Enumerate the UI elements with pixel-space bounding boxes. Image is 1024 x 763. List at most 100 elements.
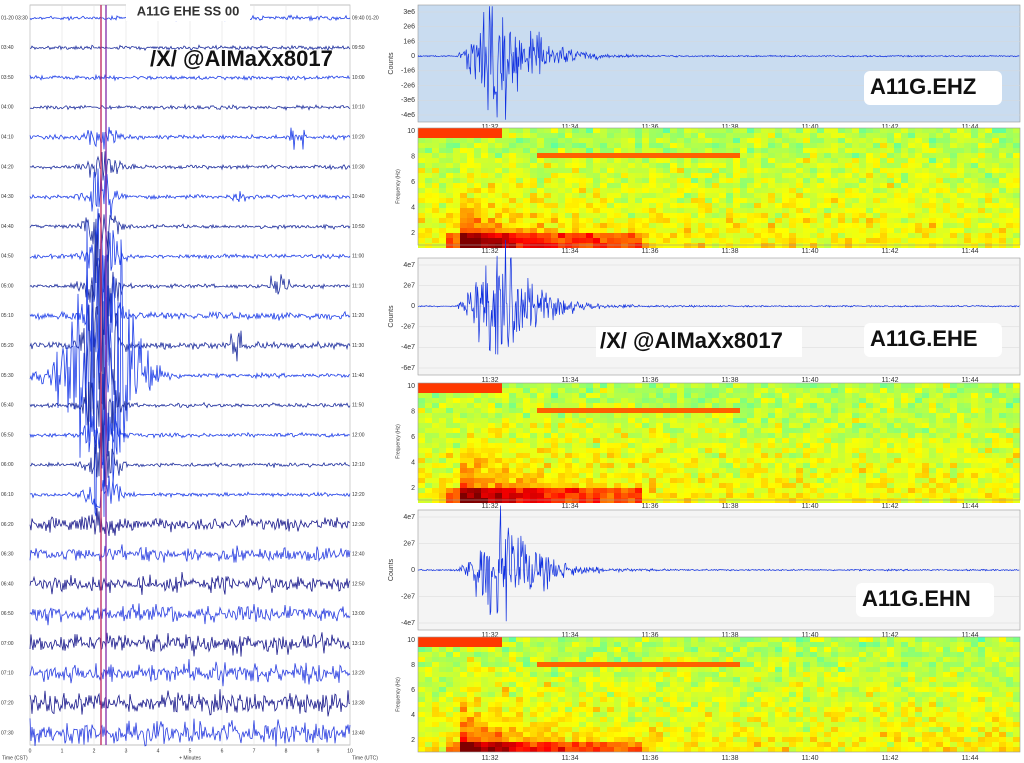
spectrogram-cell [621, 473, 628, 478]
spectrogram-cell [1006, 208, 1013, 213]
x-tick-label: 8 [285, 748, 288, 754]
spectrogram-cell [971, 243, 978, 248]
spectrogram-cell [691, 493, 698, 498]
spectrogram-cell [481, 403, 488, 408]
spectrogram-cell [971, 642, 978, 647]
spectrogram-cell [845, 652, 852, 657]
spectrogram-cell [978, 438, 985, 443]
spectrogram-cell [516, 208, 523, 213]
spectrogram-cell [453, 243, 460, 248]
spectrogram-cell [936, 203, 943, 208]
spectrogram-cell [495, 183, 502, 188]
spectrogram-cell [670, 238, 677, 243]
spectrogram-cell [733, 223, 740, 228]
spectrogram-cell [978, 458, 985, 463]
spectrogram-cell [474, 218, 481, 223]
spectrogram-cell [775, 667, 782, 672]
trace [29, 151, 351, 191]
spectrogram-cell [572, 393, 579, 398]
spectrogram-cell [663, 243, 670, 248]
spectrogram-cell [516, 488, 523, 493]
spectrogram-cell [957, 667, 964, 672]
spectrogram-cell [432, 173, 439, 178]
spectrogram-cell [894, 403, 901, 408]
spectrogram-cell [817, 493, 824, 498]
spectrogram-cell [488, 637, 495, 642]
spectrogram-cell [656, 158, 663, 163]
spectrogram-cell [467, 203, 474, 208]
spectrogram-cell [649, 128, 656, 133]
spectrogram-cell [747, 178, 754, 183]
spectrogram-cell [663, 218, 670, 223]
spectrogram-cell [873, 153, 880, 158]
spectrogram-cell [901, 128, 908, 133]
spectrogram-cell [873, 433, 880, 438]
spectrogram-cell [516, 223, 523, 228]
spectrogram-cell [642, 218, 649, 223]
spectrogram-cell [936, 652, 943, 657]
spectrogram-cell [446, 228, 453, 233]
spectrogram-cell [523, 243, 530, 248]
spectrogram-cell [852, 218, 859, 223]
spectrogram-cell [894, 138, 901, 143]
spectrogram-cell [523, 393, 530, 398]
spectrogram-cell [971, 193, 978, 198]
spectrogram-cell [670, 183, 677, 188]
spectrogram-cell [754, 133, 761, 138]
spectrogram-cell [614, 642, 621, 647]
spectrogram-cell [446, 178, 453, 183]
spectrogram-cell [845, 183, 852, 188]
spectrogram-cell [537, 163, 544, 168]
spectrogram-cell [593, 672, 600, 677]
spectrogram-cell [719, 188, 726, 193]
spectrogram-cell [418, 128, 425, 133]
spectrogram-cell [789, 218, 796, 223]
spectrogram-cell [418, 413, 425, 418]
row-time-right: 12:30 [352, 522, 365, 528]
spectrogram-cell [845, 433, 852, 438]
spectrogram-cell [446, 667, 453, 672]
spectrogram-cell [586, 138, 593, 143]
spectrogram-cell [817, 223, 824, 228]
spectrogram-cell [523, 413, 530, 418]
spectrogram-cell [782, 218, 789, 223]
spectrogram-cell [656, 168, 663, 173]
spectrogram-cell [607, 203, 614, 208]
spectrogram-cell [712, 138, 719, 143]
spectrogram-cell [502, 667, 509, 672]
spectrogram-cell [747, 667, 754, 672]
spectrogram-cell [579, 223, 586, 228]
spectrogram-cell [628, 433, 635, 438]
spectrogram-cell [474, 188, 481, 193]
spectrogram-cell [929, 213, 936, 218]
spectrogram-cell [523, 423, 530, 428]
spectrogram-cell [614, 428, 621, 433]
spectrogram-cell [894, 443, 901, 448]
spectrogram-cell [831, 468, 838, 473]
spectrogram-cell [901, 168, 908, 173]
spectrogram-cell [824, 428, 831, 433]
spectrogram-cell [558, 183, 565, 188]
spectrogram-cell [509, 652, 516, 657]
spectrogram-cell [747, 443, 754, 448]
spectrogram-cell [614, 198, 621, 203]
spectrogram-cell [754, 493, 761, 498]
spectrogram-cell [922, 473, 929, 478]
spectrogram-cell [698, 193, 705, 198]
spectrogram-cell [768, 223, 775, 228]
spectrogram-cell [915, 443, 922, 448]
trace [29, 659, 351, 687]
spectrogram-cell [551, 657, 558, 662]
spectrogram-cell [712, 478, 719, 483]
spectrogram-cell [621, 178, 628, 183]
spectrogram-cell [1013, 478, 1020, 483]
spectrogram-cell [495, 418, 502, 423]
spectrogram-cell [915, 488, 922, 493]
spectrogram-cell [495, 223, 502, 228]
spectrogram-cell [922, 388, 929, 393]
spectrogram-cell [866, 228, 873, 233]
spectrogram-cell [950, 463, 957, 468]
spectrogram-cell [677, 443, 684, 448]
spectrogram-cell [460, 458, 467, 463]
spectrogram-cell [523, 223, 530, 228]
